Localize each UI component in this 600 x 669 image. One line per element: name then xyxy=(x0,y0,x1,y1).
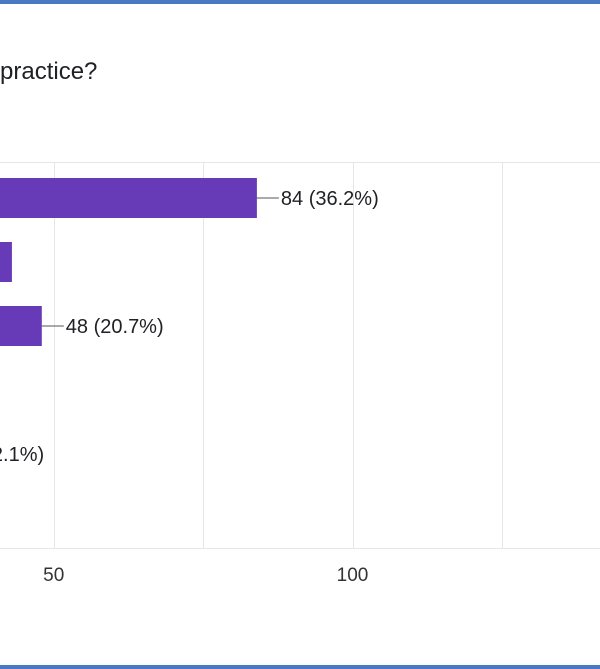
bar-label-1: 84 (36.2%) xyxy=(281,188,379,210)
bar-label-3: 48 (20.7%) xyxy=(66,316,164,338)
question-title: practice? xyxy=(0,58,98,85)
bar-3 xyxy=(0,306,42,346)
x-tick-label: 100 xyxy=(337,565,369,586)
bar-2 xyxy=(0,242,12,282)
x-tick-label: 50 xyxy=(43,565,64,586)
bar-label-5: 28 (12.1%) xyxy=(0,444,44,466)
bar-1 xyxy=(0,178,257,218)
